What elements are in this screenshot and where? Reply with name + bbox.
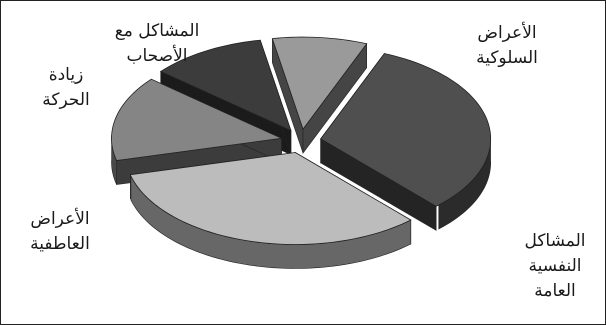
label-behavioral-symptoms: الأعراض السلوكية (476, 23, 538, 68)
label-emotional-symptoms: الأعراض العاطفية (30, 209, 90, 254)
label-general-psychological-problems: المشاكل النفسية العامة (524, 231, 586, 301)
pie-slice-top (320, 53, 492, 207)
pie-slice-top (271, 36, 368, 130)
pie-slice-top (159, 39, 292, 132)
pie-slice (129, 151, 412, 269)
label-peer-problems: المشاكل مع الأصحاب (114, 21, 200, 66)
pie-slice (320, 52, 492, 231)
label-hyperactivity: زيادة الحركة (42, 65, 90, 110)
pie-slice-top (129, 152, 412, 245)
pie-slice-top (111, 78, 283, 161)
pie-slice (271, 36, 368, 154)
